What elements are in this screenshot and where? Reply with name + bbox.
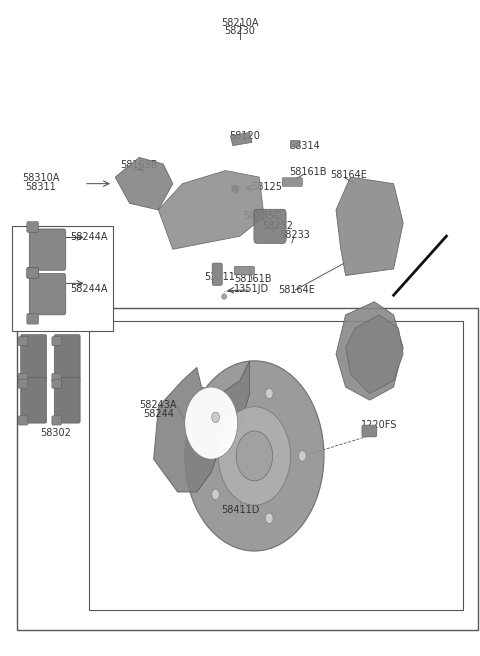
Polygon shape <box>336 177 403 276</box>
FancyBboxPatch shape <box>29 274 66 315</box>
Text: 58311: 58311 <box>25 182 56 192</box>
FancyBboxPatch shape <box>282 178 302 186</box>
Text: 51711: 51711 <box>204 272 235 282</box>
FancyBboxPatch shape <box>21 335 47 380</box>
Circle shape <box>299 451 306 461</box>
Text: 58310A: 58310A <box>22 173 60 184</box>
FancyBboxPatch shape <box>52 373 61 382</box>
Text: 58244A: 58244A <box>70 232 108 243</box>
Text: 58243A: 58243A <box>140 400 177 411</box>
Text: 58210A: 58210A <box>221 18 259 28</box>
Polygon shape <box>154 361 250 492</box>
FancyBboxPatch shape <box>18 379 28 388</box>
Text: 58411D: 58411D <box>221 505 259 516</box>
Text: 58232: 58232 <box>262 220 293 231</box>
Text: 1351JD: 1351JD <box>234 283 270 294</box>
Circle shape <box>212 489 219 500</box>
Text: 58235C: 58235C <box>244 211 281 222</box>
Circle shape <box>185 387 238 459</box>
Polygon shape <box>158 171 264 249</box>
Text: 58244A: 58244A <box>70 283 108 294</box>
Bar <box>12 226 113 331</box>
Text: 1220FS: 1220FS <box>361 420 397 430</box>
Ellipse shape <box>222 294 227 299</box>
FancyBboxPatch shape <box>18 416 28 425</box>
Text: 58302: 58302 <box>40 428 71 438</box>
FancyBboxPatch shape <box>290 140 300 147</box>
FancyBboxPatch shape <box>18 337 28 346</box>
Polygon shape <box>336 302 403 400</box>
FancyBboxPatch shape <box>18 373 28 382</box>
Text: 58164E: 58164E <box>330 170 367 180</box>
FancyBboxPatch shape <box>54 377 80 423</box>
FancyBboxPatch shape <box>54 335 80 380</box>
Text: 58163B: 58163B <box>120 160 158 171</box>
FancyBboxPatch shape <box>234 266 254 275</box>
Circle shape <box>218 407 290 505</box>
FancyBboxPatch shape <box>52 337 61 346</box>
Text: 58244: 58244 <box>143 409 174 419</box>
Bar <box>17 308 478 630</box>
Text: 58230: 58230 <box>225 26 255 37</box>
Ellipse shape <box>231 185 239 193</box>
FancyBboxPatch shape <box>362 425 377 437</box>
FancyBboxPatch shape <box>212 263 222 285</box>
Polygon shape <box>230 133 252 146</box>
Bar <box>89 321 463 610</box>
Circle shape <box>212 412 219 422</box>
Text: 58164E: 58164E <box>278 285 315 295</box>
Text: 58161B: 58161B <box>289 167 327 177</box>
Text: 58161B: 58161B <box>234 274 272 284</box>
Circle shape <box>265 513 273 523</box>
FancyBboxPatch shape <box>29 229 66 270</box>
Text: 58314: 58314 <box>289 140 320 151</box>
Circle shape <box>236 431 273 481</box>
FancyBboxPatch shape <box>27 222 38 232</box>
Text: 58125: 58125 <box>251 182 282 192</box>
FancyBboxPatch shape <box>27 314 38 324</box>
Polygon shape <box>346 315 403 394</box>
FancyBboxPatch shape <box>52 379 61 388</box>
Circle shape <box>185 361 324 551</box>
Text: 58120: 58120 <box>229 131 260 141</box>
FancyBboxPatch shape <box>21 377 47 423</box>
Polygon shape <box>115 157 173 210</box>
FancyBboxPatch shape <box>27 268 38 278</box>
Text: 58233: 58233 <box>279 230 310 240</box>
FancyBboxPatch shape <box>254 209 286 243</box>
FancyBboxPatch shape <box>52 416 61 425</box>
Circle shape <box>265 388 273 399</box>
FancyBboxPatch shape <box>27 268 38 278</box>
